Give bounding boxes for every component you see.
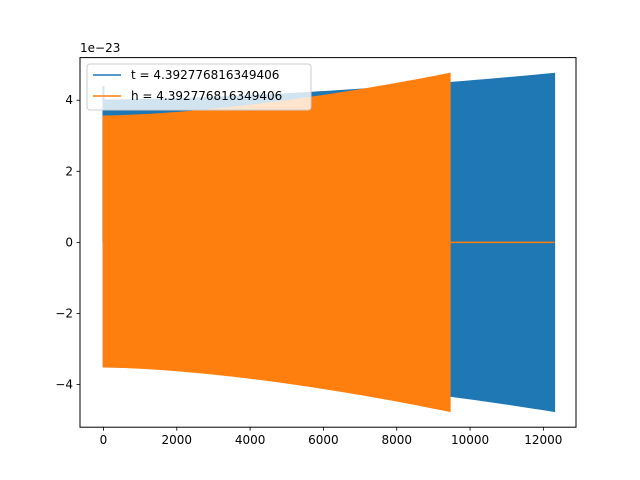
y-offset-text: 1e−23 (80, 41, 120, 55)
x-tick-label: 6000 (308, 433, 339, 447)
y-axis: −4 −2 0 2 4 (55, 93, 80, 392)
y-tick-label: 4 (65, 93, 73, 107)
x-tick-label: 0 (100, 433, 108, 447)
legend-label: h = 4.392776816349406 (131, 89, 282, 103)
y-tick-label: −2 (55, 306, 73, 320)
x-tick-label: 10000 (451, 433, 489, 447)
y-tick-label: 2 (65, 164, 73, 178)
legend-box (86, 63, 312, 111)
x-tick-label: 4000 (235, 433, 266, 447)
x-axis: 0 2000 4000 6000 8000 10000 12000 (100, 427, 562, 447)
legend: t = 4.392776816349406 h = 4.3927768163494… (86, 63, 312, 111)
x-tick-label: 2000 (162, 433, 193, 447)
y-tick-label: 0 (65, 235, 73, 249)
series-2-envelope (102, 72, 451, 413)
y-tick-label: −4 (55, 378, 73, 392)
series-layer (102, 72, 556, 413)
legend-label: t = 4.392776816349406 (131, 68, 279, 82)
x-tick-label: 12000 (524, 433, 562, 447)
x-tick-label: 8000 (381, 433, 412, 447)
